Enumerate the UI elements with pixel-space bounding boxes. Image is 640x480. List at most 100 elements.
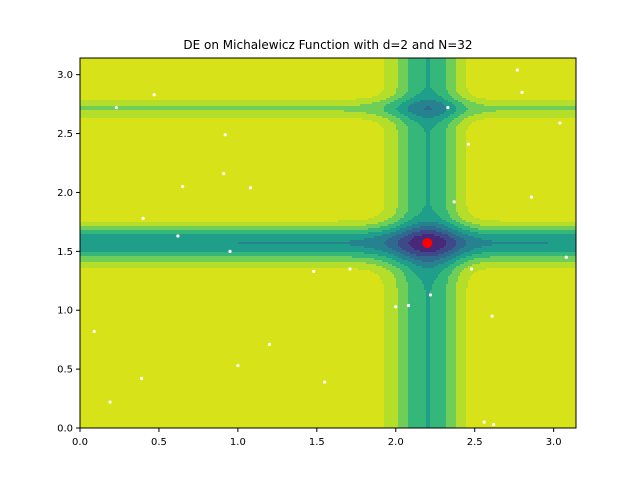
contour-band-cell <box>398 188 409 191</box>
contour-band-cell <box>398 308 409 311</box>
contour-band-cell <box>446 166 457 169</box>
contour-band-cell <box>456 166 467 169</box>
contour-band-cell <box>426 174 431 177</box>
contour-band-cell <box>396 210 409 213</box>
contour-band-cell <box>446 368 457 371</box>
contour-band-cell <box>426 158 431 161</box>
contour-band-cell <box>476 96 576 99</box>
contour-band-cell <box>430 76 447 79</box>
contour-band-cell <box>238 242 385 245</box>
contour-band-cell <box>398 352 409 355</box>
contour-band-cell <box>430 414 447 417</box>
contour-band-cell <box>466 380 576 383</box>
contour-band-cell <box>80 338 385 341</box>
contour-band-cell <box>456 178 467 181</box>
contour-band-cell <box>80 106 385 109</box>
contour-band-cell <box>430 322 447 325</box>
contour-band-cell <box>426 298 431 301</box>
contour-band-cell <box>384 382 399 385</box>
contour-band-cell <box>434 210 449 213</box>
contour-band-cell <box>382 280 397 283</box>
contour-band-cell <box>408 358 427 361</box>
contour-band-cell <box>446 176 457 179</box>
contour-band-cell <box>466 242 549 245</box>
contour-band-cell <box>382 260 397 263</box>
contour-band-cell <box>384 386 399 389</box>
contour-band-cell <box>466 318 576 321</box>
contour-band-cell <box>426 302 431 305</box>
contour-band-cell <box>446 204 457 207</box>
contour-band-cell <box>398 296 409 299</box>
contour-band-cell <box>364 246 389 249</box>
contour-band-cell <box>398 288 409 291</box>
contour-band-cell <box>384 150 399 153</box>
contour-band-cell <box>430 72 447 75</box>
contour-band-cell <box>408 166 427 169</box>
contour-band-cell <box>436 92 449 95</box>
contour-band-cell <box>466 358 576 361</box>
contour-band-cell <box>408 390 427 393</box>
contour-band-cell <box>430 396 447 399</box>
contour-band-cell <box>456 204 467 207</box>
contour-band-cell <box>390 102 403 105</box>
contour-band-cell <box>466 404 576 407</box>
contour-band-cell <box>476 102 576 105</box>
contour-band-cell <box>436 278 449 281</box>
contour-band-cell <box>388 238 401 241</box>
contour-band-cell <box>80 412 385 415</box>
population-point <box>452 200 456 204</box>
contour-band-cell <box>80 344 385 347</box>
contour-band-cell <box>384 178 399 181</box>
contour-band-cell <box>384 304 399 307</box>
contour-band-cell <box>80 308 385 311</box>
contour-band-cell <box>456 374 467 377</box>
contour-band-cell <box>426 340 431 343</box>
contour-band-cell <box>456 398 467 401</box>
contour-band-cell <box>80 70 385 73</box>
contour-band-cell <box>408 316 427 319</box>
contour-band-cell <box>420 212 437 215</box>
contour-band-cell <box>448 250 459 253</box>
contour-band-cell <box>482 112 576 115</box>
contour-band-cell <box>454 252 465 255</box>
contour-band-cell <box>388 112 401 115</box>
contour-band-cell <box>456 144 467 147</box>
contour-band-cell <box>446 198 457 201</box>
contour-band-cell <box>456 296 467 299</box>
contour-band-cell <box>398 324 409 327</box>
contour-band-cell <box>466 168 576 171</box>
contour-band-cell <box>414 216 441 219</box>
population-point <box>515 68 519 72</box>
contour-band-cell <box>462 228 479 231</box>
contour-band-cell <box>456 298 467 301</box>
contour-band-cell <box>466 374 576 377</box>
contour-band-cell <box>80 354 385 357</box>
contour-band-cell <box>446 168 457 171</box>
contour-band-cell <box>384 192 399 195</box>
contour-band-cell <box>384 142 399 145</box>
contour-band-cell <box>438 94 451 97</box>
contour-band-cell <box>408 176 427 179</box>
contour-band-cell <box>404 222 419 225</box>
contour-band-cell <box>468 286 576 289</box>
population-point <box>222 172 226 176</box>
contour-band-cell <box>384 76 399 79</box>
contour-band-cell <box>466 140 576 143</box>
contour-band-cell <box>418 122 439 125</box>
contour-band-cell <box>426 404 431 407</box>
contour-band-cell <box>394 94 405 97</box>
contour-band-cell <box>398 422 409 425</box>
contour-band-cell <box>446 64 457 67</box>
contour-band-cell <box>434 282 449 285</box>
contour-band-cell <box>426 356 431 359</box>
contour-band-cell <box>446 196 457 199</box>
contour-band-cell <box>470 250 576 253</box>
contour-band-cell <box>466 338 576 341</box>
contour-band-cell <box>384 288 399 291</box>
contour-band-cell <box>396 116 409 119</box>
contour-band-cell <box>462 270 479 273</box>
contour-band-cell <box>80 396 385 399</box>
contour-band-cell <box>446 400 457 403</box>
contour-band-cell <box>426 156 431 159</box>
contour-band-cell <box>416 254 439 257</box>
